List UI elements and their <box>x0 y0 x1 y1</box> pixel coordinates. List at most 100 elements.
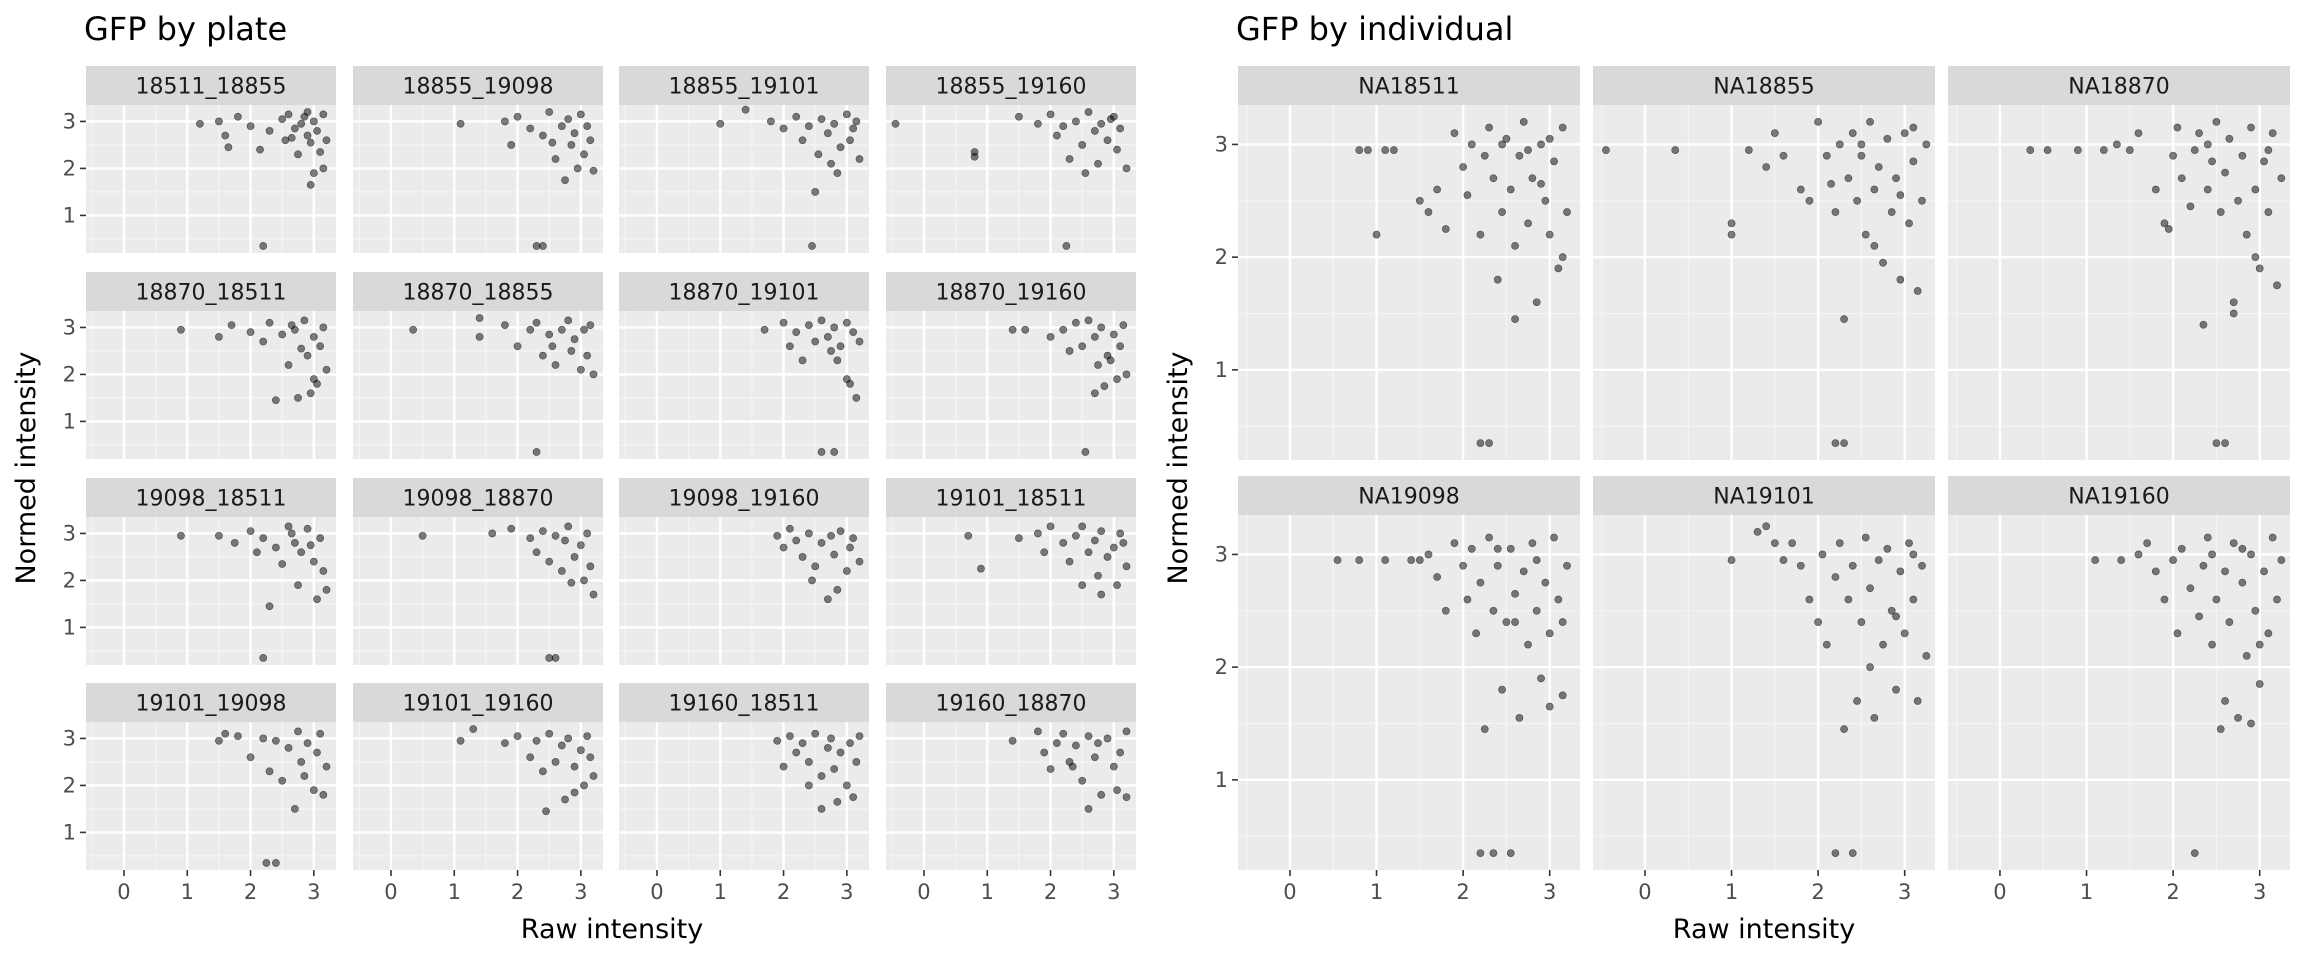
x-tick-label: 3 <box>840 880 853 904</box>
data-point <box>1563 208 1571 216</box>
y-tick-label: 2 <box>1215 655 1228 679</box>
panel-background <box>1948 105 2290 460</box>
data-point <box>564 522 573 531</box>
data-point <box>1078 522 1087 531</box>
data-point <box>542 807 550 816</box>
y-tick-label: 2 <box>1215 245 1228 269</box>
data-point <box>570 788 579 797</box>
data-point <box>1913 287 1922 295</box>
data-point <box>1831 208 1840 216</box>
data-point <box>475 332 484 341</box>
data-point <box>561 176 569 185</box>
data-point <box>1558 691 1567 700</box>
data-point <box>265 767 274 776</box>
data-point <box>827 347 835 355</box>
data-point <box>2251 253 2260 262</box>
data-point <box>1363 146 1372 154</box>
facet-panel: 19098_18511 1 2 3 <box>63 478 336 665</box>
data-point <box>1094 361 1102 369</box>
data-point <box>1071 741 1080 750</box>
data-point <box>418 531 427 540</box>
data-point <box>1407 556 1416 564</box>
data-point <box>1381 556 1390 564</box>
data-point <box>2208 550 2216 559</box>
data-point <box>1909 123 1918 132</box>
data-point <box>1021 325 1030 334</box>
y-tick-label: 3 <box>63 315 76 339</box>
data-point <box>970 152 979 161</box>
data-point <box>1913 697 1922 705</box>
data-point <box>2134 550 2143 559</box>
data-point <box>557 325 566 334</box>
data-point <box>1558 253 1567 262</box>
data-point <box>1563 561 1571 570</box>
data-point <box>284 110 293 119</box>
data-point <box>215 332 223 341</box>
data-point <box>1116 342 1125 351</box>
data-point <box>1848 129 1857 138</box>
data-point <box>300 316 309 325</box>
data-point <box>1545 702 1554 711</box>
data-point <box>2186 202 2195 211</box>
data-point <box>852 758 861 766</box>
facet-panel: 18855_19098 <box>353 66 603 253</box>
data-point <box>2160 219 2169 228</box>
data-point <box>561 536 569 545</box>
data-point <box>1762 522 1771 531</box>
x-axis-title: Raw intensity <box>521 914 703 945</box>
data-point <box>2199 561 2208 570</box>
data-point <box>1887 606 1896 615</box>
facet-panel: 19098_19160 <box>619 478 869 665</box>
data-point <box>811 337 820 346</box>
data-point <box>567 347 576 355</box>
data-point <box>1900 129 1909 138</box>
data-point <box>1059 122 1068 131</box>
data-point <box>284 361 293 369</box>
data-point <box>1831 573 1840 581</box>
data-point <box>2173 629 2182 638</box>
data-point <box>297 344 306 353</box>
data-point <box>1355 146 1364 154</box>
data-point <box>1853 196 1861 205</box>
data-point <box>287 529 296 538</box>
data-point <box>303 131 312 140</box>
data-point <box>1433 185 1442 194</box>
data-point <box>855 557 864 566</box>
data-point <box>1796 185 1805 194</box>
data-point <box>500 321 509 329</box>
data-point <box>1831 439 1840 447</box>
data-point <box>586 136 595 145</box>
data-point <box>817 538 826 547</box>
data-point <box>849 534 858 543</box>
data-point <box>1415 196 1424 205</box>
x-axis-title: Raw intensity <box>1673 914 1855 945</box>
data-point <box>1081 169 1090 178</box>
data-point <box>2264 208 2273 216</box>
data-point <box>1545 629 1554 638</box>
data-point <box>1109 543 1118 552</box>
data-point <box>1896 567 1905 576</box>
data-point <box>500 739 509 748</box>
x-tick-label: 3 <box>1898 880 1911 904</box>
facet-strip <box>886 272 1136 311</box>
data-point <box>319 110 328 119</box>
data-point <box>233 732 242 740</box>
facet-panel: 18511_18855 1 2 3 <box>63 66 336 253</box>
x-tick-label: 0 <box>1638 880 1651 904</box>
data-point <box>586 753 595 762</box>
data-point <box>1100 382 1109 391</box>
data-point <box>798 356 807 365</box>
data-point <box>760 325 769 334</box>
data-point <box>1498 208 1506 216</box>
data-point <box>2164 225 2173 233</box>
data-point <box>319 567 328 575</box>
data-point <box>507 141 516 149</box>
data-point <box>1489 174 1498 183</box>
data-point <box>580 325 588 334</box>
data-point <box>1476 230 1485 239</box>
data-point <box>823 129 832 138</box>
facet-strip <box>86 66 336 105</box>
data-point <box>792 112 801 121</box>
facet-panel: NA18511 1 2 3 <box>1215 66 1580 460</box>
data-point <box>1727 556 1736 564</box>
